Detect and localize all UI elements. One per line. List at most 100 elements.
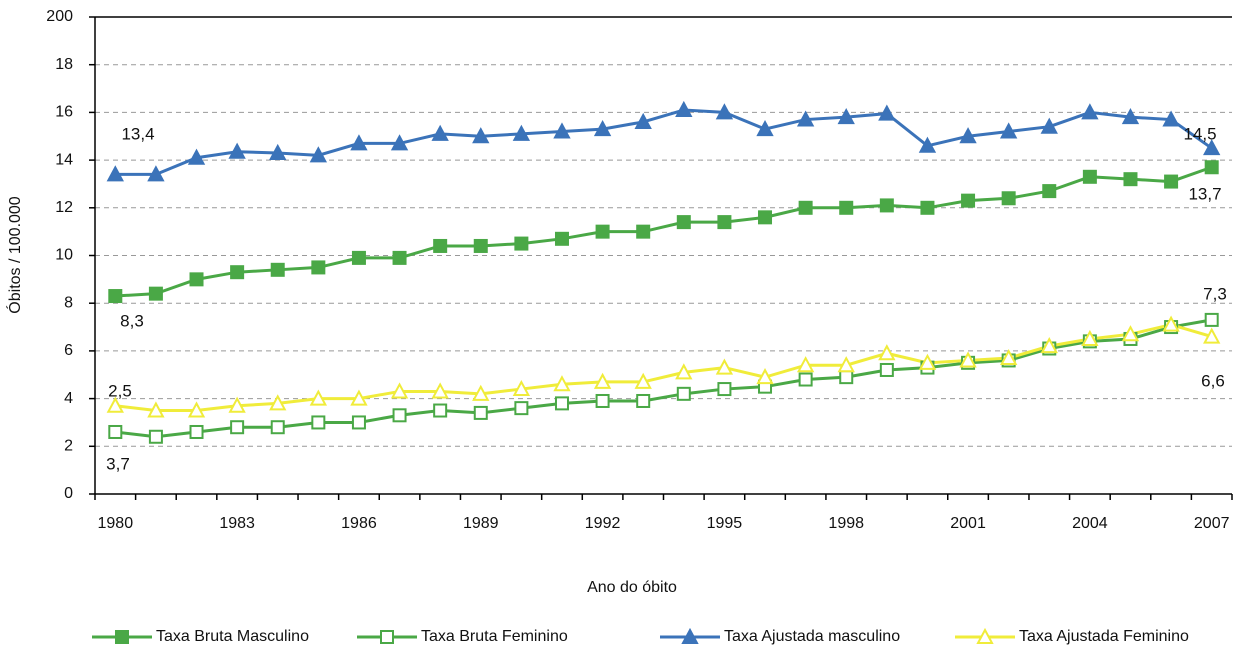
data-point bbox=[1203, 327, 1221, 344]
data-point bbox=[796, 110, 815, 127]
annotation: 13,4 bbox=[121, 124, 154, 143]
x-tick-label: 1980 bbox=[98, 515, 134, 532]
data-point bbox=[675, 100, 693, 118]
data-point bbox=[756, 119, 774, 137]
data-point bbox=[1121, 325, 1140, 342]
data-point bbox=[839, 370, 854, 385]
data-point bbox=[554, 231, 569, 246]
data-point bbox=[758, 210, 773, 225]
data-point bbox=[756, 368, 774, 385]
data-point bbox=[879, 362, 894, 377]
data-point bbox=[553, 122, 571, 139]
data-point bbox=[636, 393, 651, 408]
data-point bbox=[512, 379, 531, 397]
series-line bbox=[115, 165, 1213, 298]
data-point bbox=[920, 200, 935, 215]
data-point bbox=[636, 224, 651, 239]
data-point bbox=[269, 394, 287, 411]
data-point bbox=[350, 389, 368, 406]
data-point bbox=[431, 382, 449, 399]
annotation: 14,5 bbox=[1183, 124, 1216, 143]
series-line bbox=[115, 108, 1213, 176]
x-tick-label: 1995 bbox=[707, 515, 743, 532]
annotation: 6,6 bbox=[1201, 371, 1225, 390]
data-point bbox=[1162, 315, 1180, 332]
data-point bbox=[230, 265, 245, 280]
y-tick-label: 16 bbox=[55, 104, 73, 121]
data-point bbox=[918, 353, 937, 370]
annotation: 8,3 bbox=[120, 311, 144, 330]
y-tick-label: 12 bbox=[55, 199, 73, 216]
data-point bbox=[717, 215, 732, 230]
data-point bbox=[390, 382, 409, 399]
annotation: 13,7 bbox=[1188, 184, 1221, 203]
data-point bbox=[798, 200, 813, 215]
data-point bbox=[147, 401, 165, 418]
data-point bbox=[675, 363, 693, 380]
data-point bbox=[837, 108, 855, 125]
data-point bbox=[309, 146, 328, 163]
legend-label: Taxa Bruta Feminino bbox=[421, 628, 568, 645]
data-point bbox=[269, 143, 287, 160]
data-point bbox=[230, 420, 245, 435]
data-point bbox=[1081, 103, 1099, 120]
data-point bbox=[108, 424, 123, 439]
series-line bbox=[115, 323, 1213, 413]
data-point bbox=[514, 401, 529, 416]
data-point bbox=[717, 382, 732, 397]
data-point bbox=[796, 356, 815, 373]
data-point bbox=[999, 122, 1018, 139]
y-tick-label: 10 bbox=[55, 247, 73, 264]
data-point bbox=[1162, 110, 1180, 127]
x-tick-label: 2004 bbox=[1072, 515, 1108, 532]
data-point bbox=[676, 386, 691, 401]
x-tick-label: 1989 bbox=[463, 515, 499, 532]
data-point bbox=[715, 103, 734, 120]
data-point bbox=[634, 112, 652, 129]
data-point bbox=[431, 124, 449, 141]
data-point bbox=[270, 262, 285, 277]
data-point bbox=[959, 127, 977, 144]
data-point bbox=[108, 289, 123, 304]
data-point bbox=[187, 401, 206, 418]
y-tick-label: 4 bbox=[64, 390, 73, 407]
legend-label: Taxa Ajustada Feminino bbox=[1019, 628, 1189, 645]
data-point bbox=[595, 224, 610, 239]
data-point bbox=[433, 403, 448, 418]
y-tick-label: 14 bbox=[55, 151, 73, 168]
x-axis-label: Ano do óbito bbox=[587, 579, 677, 596]
data-point bbox=[1204, 312, 1219, 327]
data-point bbox=[879, 198, 894, 213]
data-point bbox=[878, 104, 896, 121]
data-point bbox=[1040, 117, 1058, 134]
data-point bbox=[472, 127, 490, 144]
data-point bbox=[147, 165, 165, 182]
x-tick-label: 2001 bbox=[950, 515, 986, 532]
data-point bbox=[187, 148, 206, 165]
x-tick-label: 1983 bbox=[219, 515, 255, 532]
data-point bbox=[473, 405, 488, 420]
data-point bbox=[715, 358, 734, 375]
data-point bbox=[311, 260, 326, 275]
data-point bbox=[228, 142, 246, 159]
data-point bbox=[270, 420, 285, 435]
legend-label: Taxa Bruta Masculino bbox=[156, 628, 309, 645]
y-axis-label: Óbitos / 100.000 bbox=[5, 196, 24, 314]
y-tick-label: 18 bbox=[55, 56, 73, 73]
data-point bbox=[1203, 139, 1221, 156]
data-point bbox=[189, 272, 204, 287]
data-point bbox=[798, 372, 813, 387]
x-tick-label: 1998 bbox=[828, 515, 864, 532]
y-tick-label: 2 bbox=[64, 438, 73, 455]
data-point bbox=[392, 408, 407, 423]
data-point bbox=[593, 372, 612, 389]
data-point bbox=[311, 415, 326, 430]
legend-marker bbox=[380, 630, 394, 644]
legend-marker bbox=[976, 627, 994, 644]
data-point bbox=[999, 348, 1018, 366]
data-point bbox=[839, 200, 854, 215]
data-point bbox=[351, 250, 366, 265]
legend-label: Taxa Ajustada masculino bbox=[724, 628, 900, 645]
data-point bbox=[189, 424, 204, 439]
data-point bbox=[472, 384, 490, 401]
